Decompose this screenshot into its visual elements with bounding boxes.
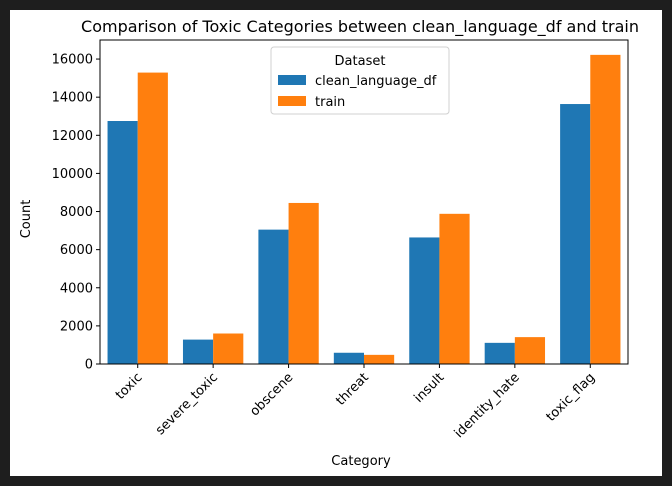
bar-clean-language-df-threat xyxy=(333,352,364,364)
bar-train-threat xyxy=(364,354,395,364)
x-tick-label: toxic_flag xyxy=(544,370,598,424)
x-axis-label: Category xyxy=(331,454,391,469)
legend-label-clean-language-df: clean_language_df xyxy=(315,74,437,89)
bar-train-insult xyxy=(439,213,470,364)
bar-clean-language-df-insult xyxy=(409,237,440,364)
figure: Comparison of Toxic Categories between c… xyxy=(10,10,662,476)
x-tick-label: threat xyxy=(333,370,372,409)
y-tick-label: 0 xyxy=(85,358,93,373)
bar-clean-language-df-identity-hate xyxy=(484,342,515,364)
legend-title: Dataset xyxy=(335,54,386,69)
y-tick-label: 12000 xyxy=(52,129,93,144)
chart-title: Comparison of Toxic Categories between c… xyxy=(81,17,639,37)
bar-clean-language-df-severe-toxic xyxy=(182,339,214,364)
x-tick-label: toxic xyxy=(113,370,146,403)
legend-box xyxy=(270,46,450,115)
x-tick-label: identity_hate xyxy=(452,370,523,441)
bar-train-toxic xyxy=(137,72,168,365)
bar-chart: Comparison of Toxic Categories between c… xyxy=(19,17,639,469)
bar-train-severe-toxic xyxy=(213,333,244,364)
bar-clean-language-df-toxic-flag xyxy=(560,104,591,364)
x-tick-label: insult xyxy=(411,370,447,406)
y-tick-label: 4000 xyxy=(60,281,93,296)
legend-swatch-train xyxy=(278,96,306,106)
bar-train-obscene xyxy=(288,202,319,364)
y-tick-label: 16000 xyxy=(52,53,93,68)
bar-train-toxic-flag xyxy=(590,54,621,365)
y-tick-label: 8000 xyxy=(60,205,93,220)
legend-label-train: train xyxy=(315,95,345,110)
x-tick-label: obscene xyxy=(247,370,296,419)
bar-clean-language-df-obscene xyxy=(258,229,289,364)
y-axis-label: Count xyxy=(19,200,34,239)
y-tick-label: 2000 xyxy=(60,319,93,334)
y-tick-label: 10000 xyxy=(52,167,93,182)
bar-train-identity-hate xyxy=(514,337,546,364)
plot-area: 0 2000 4000 6000 8000 10000 12000 14000 16000 tox… xyxy=(52,39,629,441)
legend-swatch-clean-language-df xyxy=(278,75,306,85)
y-tick-label: 6000 xyxy=(60,243,93,258)
y-tick-label: 14000 xyxy=(52,91,93,106)
bar-clean-language-df-toxic xyxy=(107,121,138,364)
x-tick-label: severe_toxic xyxy=(153,370,221,438)
